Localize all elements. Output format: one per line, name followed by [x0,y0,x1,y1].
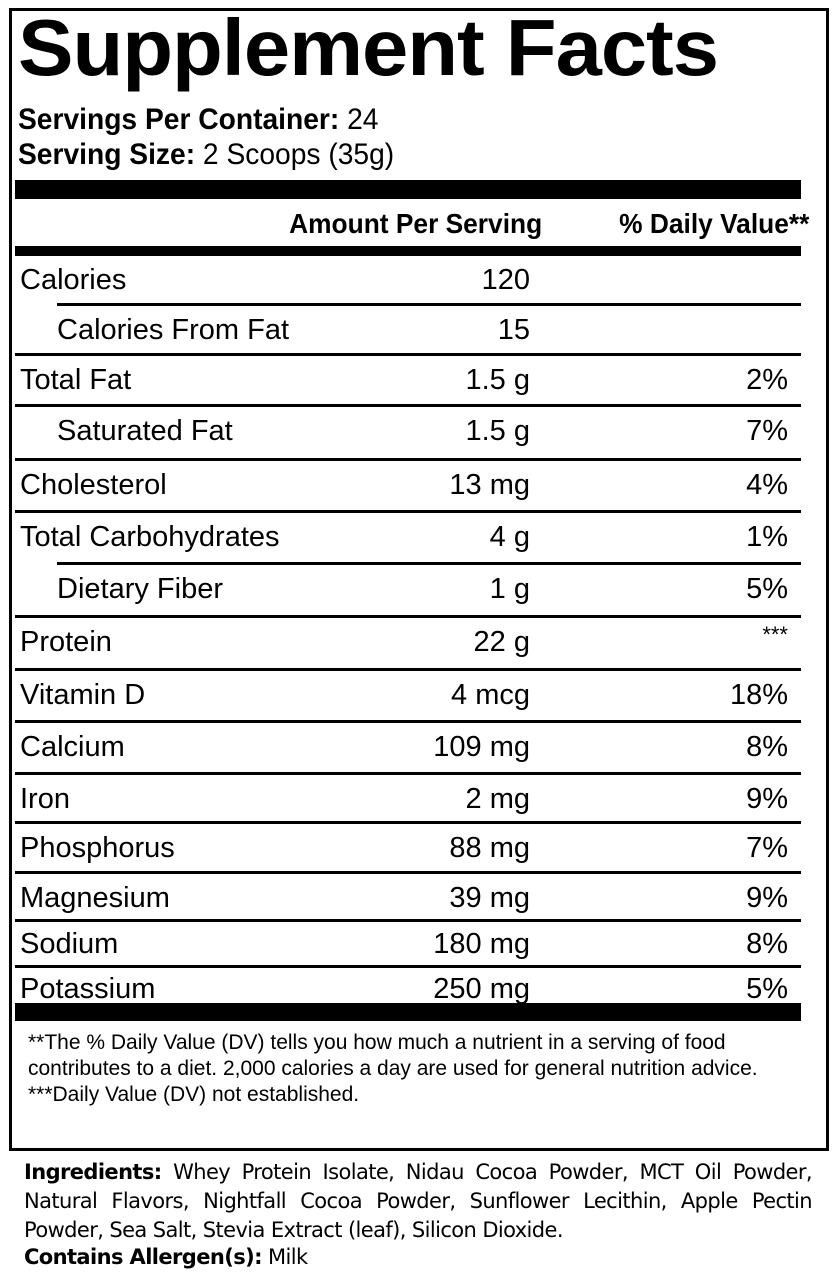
allergen-statement: Contains Allergen(s): Milk [24,1243,308,1272]
supplement-facts-panel [9,8,829,1151]
header-divider [15,246,801,256]
nutrient-row-dietary-fiber: Dietary Fiber 1 g 5% [15,565,801,618]
nutrient-amount: 15 [497,314,530,346]
row-divider [15,404,801,407]
nutrient-name: Saturated Fat [57,415,233,447]
panel-title: Supplement Facts [18,3,719,92]
nutrient-amount: 88 mg [449,832,530,864]
column-header-daily-value: % Daily Value** [618,208,809,239]
nutrient-daily-value: 7% [746,832,788,864]
footnotes: **The % Daily Value (DV) tells you how m… [28,1030,808,1108]
nutrient-daily-value: 9% [746,783,788,815]
nutrient-amount: 22 g [473,626,530,658]
ingredients-statement: Ingredients: Whey Protein Isolate, Nidau… [24,1158,813,1245]
serving-size-label: Serving Size: [18,138,196,171]
nutrient-name: Calcium [20,731,125,763]
nutrient-daily-value: 4% [746,469,788,501]
nutrient-amount: 109 mg [433,731,530,763]
nutrient-name: Magnesium [20,882,170,914]
nutrient-row-potassium: Potassium 250 mg 5% [15,968,801,1005]
row-divider [15,353,801,356]
nutrient-amount: 39 mg [449,882,530,914]
nutrient-row-vitamin-d: Vitamin D 4 mcg 18% [15,671,801,723]
nutrient-daily-value: 18% [729,679,788,711]
row-divider [57,303,801,306]
nutrient-row-saturated-fat: Saturated Fat 1.5 g 7% [15,407,801,461]
nutrient-name: Total Fat [20,364,132,396]
allergen-list: Milk [261,1245,308,1269]
nutrient-name: Calories [20,264,127,296]
ingredients-label: Ingredients: [24,1160,162,1184]
nutrient-row-total-carbohydrates: Total Carbohydrates 4 g 1% [15,513,801,565]
row-divider [15,458,801,461]
column-header-amount: Amount Per Serving [288,208,542,239]
nutrient-row-calories: Calories 120 [15,256,801,306]
row-divider [15,821,801,824]
row-divider [57,562,801,565]
daily-value-footnote: **The % Daily Value (DV) tells you how m… [28,1031,758,1080]
not-established-footnote: ***Daily Value (DV) not established. [28,1083,360,1106]
allergen-label: Contains Allergen(s): [24,1245,263,1269]
nutrient-row-protein: Protein 22 g *** [15,618,801,671]
servings-per-container-label: Servings Per Container: [18,103,340,136]
nutrient-amount: 1 g [489,573,530,605]
nutrient-name: Iron [20,783,70,815]
serving-size-value: 2 Scoops (35g) [195,138,395,171]
nutrient-amount: 1.5 g [465,415,531,447]
nutrient-row-total-fat: Total Fat 1.5 g 2% [15,356,801,407]
nutrient-daily-value: 8% [746,731,788,763]
row-divider [15,668,801,671]
nutrient-daily-value: 1% [746,521,788,553]
nutrient-amount: 13 mg [449,469,530,501]
nutrient-amount: 120 [481,264,530,296]
nutrient-name: Cholesterol [20,469,167,501]
row-divider [15,720,801,723]
nutrient-daily-value: 8% [746,928,788,960]
thick-divider-top [15,180,801,199]
nutrient-daily-value: 5% [746,973,788,1005]
row-divider [15,615,801,618]
nutrient-daily-value: 7% [746,415,788,447]
nutrient-amount: 180 mg [433,928,530,960]
nutrient-name: Calories From Fat [57,314,290,346]
nutrient-amount: 4 mcg [451,679,530,711]
nutrient-name: Sodium [20,928,119,960]
nutrient-name: Total Carbohydrates [20,521,280,553]
nutrient-amount: 250 mg [433,973,530,1005]
servings-per-container-value: 24 [339,103,379,136]
row-divider [15,772,801,775]
nutrient-name: Protein [20,626,112,658]
nutrient-name: Potassium [20,973,156,1005]
servings-per-container: Servings Per Container: 24 [18,105,378,135]
nutrient-name: Vitamin D [20,679,146,711]
nutrient-row-calories-from-fat: Calories From Fat 15 [15,306,801,356]
row-divider [15,919,801,922]
nutrient-row-cholesterol: Cholesterol 13 mg 4% [15,461,801,513]
nutrient-row-phosphorus: Phosphorus 88 mg 7% [15,824,801,874]
nutrient-daily-value: 9% [746,882,788,914]
nutrient-name: Phosphorus [20,832,175,864]
ingredients-list: Whey Protein Isolate, Nidau Cocoa Powder… [24,1160,813,1242]
nutrient-daily-value: 2% [746,364,788,396]
row-divider [15,510,801,513]
nutrient-row-calcium: Calcium 109 mg 8% [15,723,801,775]
nutrient-name: Dietary Fiber [57,573,223,605]
nutrient-amount: 1.5 g [465,364,531,396]
thick-divider-bottom [15,1003,801,1021]
nutrient-amount: 4 g [489,521,530,553]
nutrient-row-magnesium: Magnesium 39 mg 9% [15,874,801,922]
nutrient-daily-value: 5% [746,573,788,605]
nutrient-row-sodium: Sodium 180 mg 8% [15,922,801,968]
nutrient-daily-value: *** [762,622,788,647]
row-divider [15,965,801,968]
nutrient-amount: 2 mg [465,783,530,815]
nutrient-row-iron: Iron 2 mg 9% [15,775,801,824]
row-divider [15,871,801,874]
serving-size: Serving Size: 2 Scoops (35g) [18,140,394,170]
